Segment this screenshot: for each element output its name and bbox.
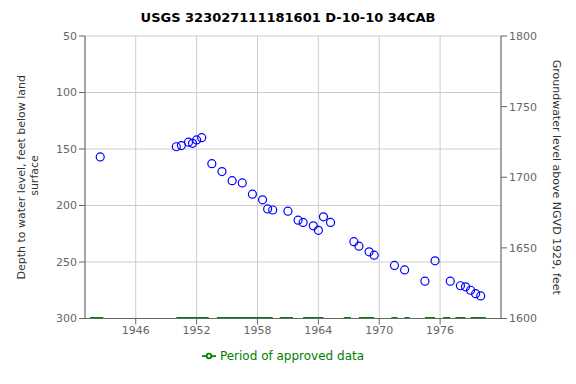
svg-text:1976: 1976 xyxy=(426,324,454,337)
svg-text:200: 200 xyxy=(56,199,77,212)
svg-text:150: 150 xyxy=(56,143,77,156)
svg-text:50: 50 xyxy=(63,30,77,43)
svg-text:100: 100 xyxy=(56,86,77,99)
svg-text:1600: 1600 xyxy=(509,312,537,325)
svg-text:1750: 1750 xyxy=(509,101,537,114)
html-text:USGS 323027111181601 D-10-10 3: USGS 323027111181601 D-10-10 34CAB xyxy=(140,10,436,25)
svg-text:300: 300 xyxy=(56,312,77,325)
svg-text:250: 250 xyxy=(56,256,77,269)
svg-text:1970: 1970 xyxy=(365,324,393,337)
svg-text:Depth to water level, feet bel: Depth to water level, feet below land su… xyxy=(15,75,41,280)
svg-text:1946: 1946 xyxy=(122,324,150,337)
svg-text:1700: 1700 xyxy=(509,171,537,184)
svg-text:1952: 1952 xyxy=(183,324,211,337)
svg-text:1958: 1958 xyxy=(243,324,271,337)
svg-text:1650: 1650 xyxy=(509,242,537,255)
html-text:Period of approved data: Period of approved data xyxy=(219,348,365,363)
svg-text:Groundwater level above NGVD 1: Groundwater level above NGVD 1929, feet xyxy=(550,60,563,296)
svg-text:1964: 1964 xyxy=(304,324,332,337)
svg-text:1800: 1800 xyxy=(509,30,537,43)
